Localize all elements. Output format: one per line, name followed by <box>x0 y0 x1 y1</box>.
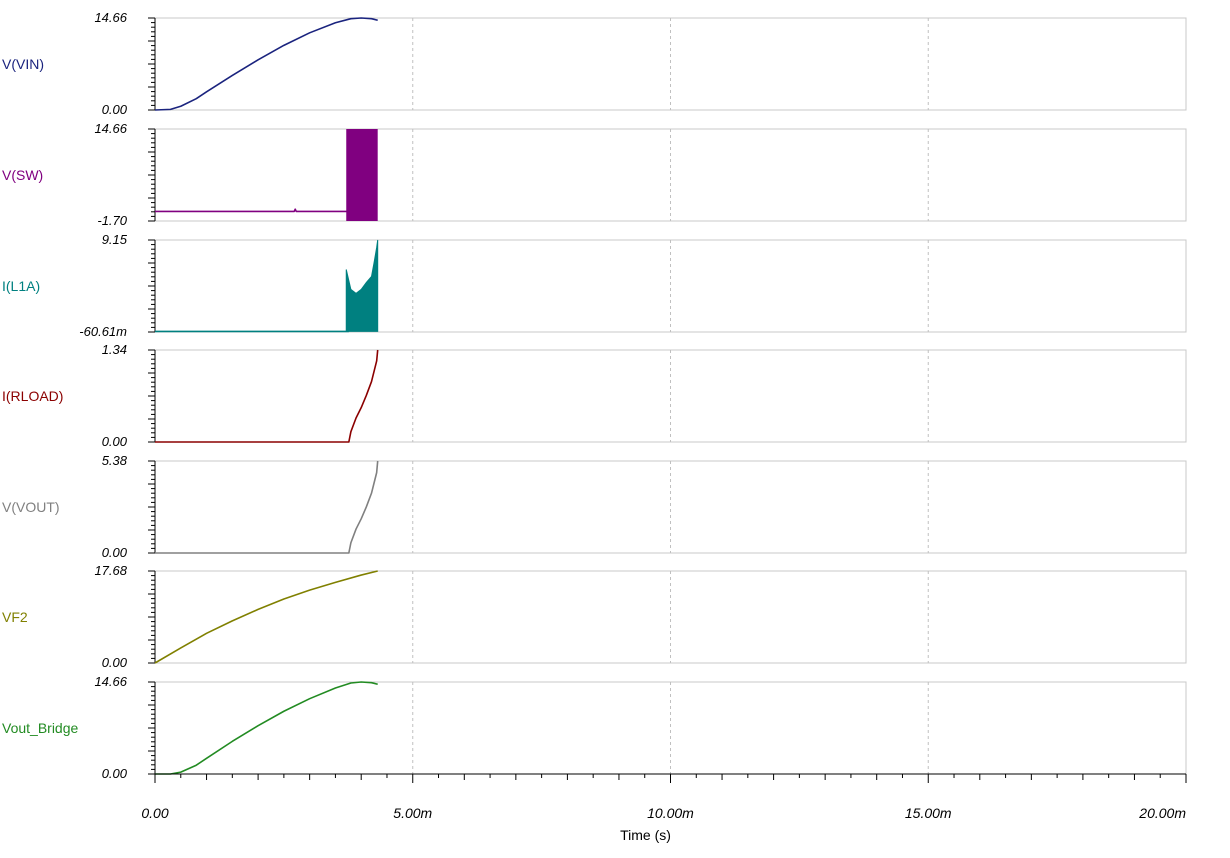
ripple-band-i-l1a <box>345 239 379 332</box>
series-line-vf2 <box>154 570 378 664</box>
series-line-v-vout <box>155 460 379 554</box>
series-label-i-l1a: I(L1A) <box>2 278 40 294</box>
y-tick-label-bottom: -60.61m <box>79 324 127 339</box>
series-label-i-rload: I(RLOAD) <box>2 388 63 404</box>
series-line-v-sw <box>155 208 349 213</box>
y-tick-label-bottom: 0.00 <box>102 434 128 449</box>
series-line-v-vin <box>154 17 378 111</box>
series-label-vout-bridge: Vout_Bridge <box>2 720 78 736</box>
series-label-vf2: VF2 <box>2 609 28 625</box>
series-line-i-rload <box>155 349 379 443</box>
y-tick-label-bottom: 0.00 <box>102 655 128 670</box>
x-tick-label: 10.00m <box>647 805 694 821</box>
series-label-v-vin: V(VIN) <box>2 56 44 72</box>
x-axis-title: Time (s) <box>620 827 671 843</box>
y-tick-label-bottom: 0.00 <box>102 102 128 117</box>
x-tick-label: 20.00m <box>1138 805 1186 821</box>
series-label-v-sw: V(SW) <box>2 167 43 183</box>
y-tick-label-top: 14.66 <box>94 674 127 689</box>
series-label-v-vout: V(VOUT) <box>2 499 60 515</box>
switching-band-v-sw <box>346 129 378 221</box>
y-tick-label-top: 5.38 <box>102 453 128 468</box>
y-tick-label-top: 17.68 <box>94 563 127 578</box>
x-tick-label: 5.00m <box>393 805 432 821</box>
y-tick-label-top: 14.66 <box>94 10 127 25</box>
series-line-vout-bridge <box>155 681 378 775</box>
y-tick-label-bottom: -1.70 <box>97 213 127 228</box>
y-tick-label-top: 14.66 <box>94 121 127 136</box>
x-tick-label: 0.00 <box>141 805 168 821</box>
y-tick-label-top: 9.15 <box>102 232 128 247</box>
y-tick-label-bottom: 0.00 <box>102 766 128 781</box>
x-tick-label: 15.00m <box>905 805 952 821</box>
y-tick-label-top: 1.34 <box>102 342 127 357</box>
y-tick-label-bottom: 0.00 <box>102 545 128 560</box>
